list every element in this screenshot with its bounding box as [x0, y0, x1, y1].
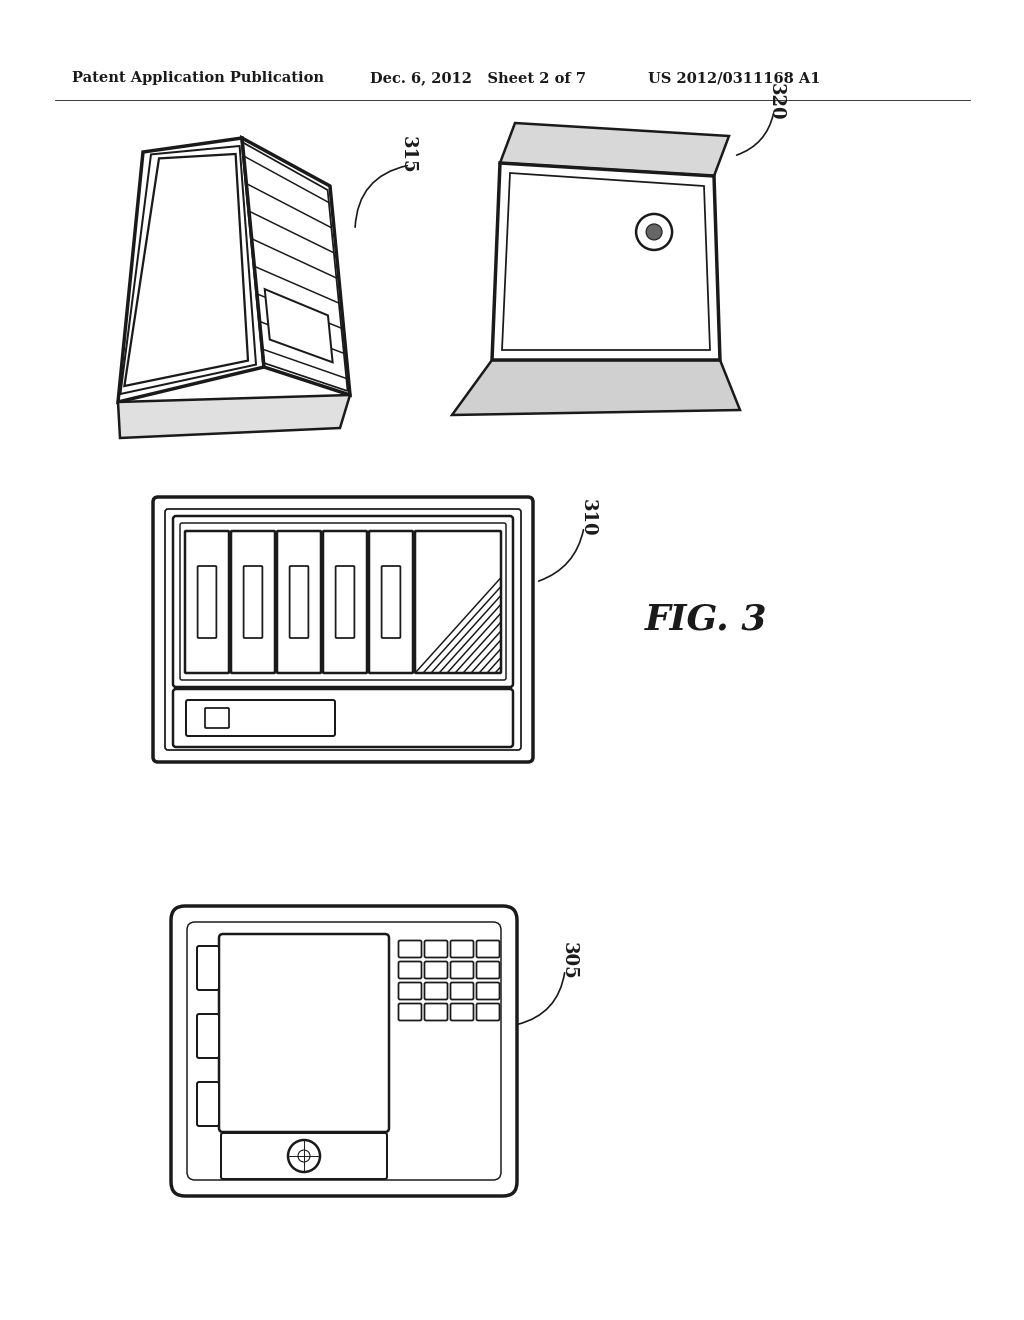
FancyBboxPatch shape — [205, 708, 229, 729]
FancyBboxPatch shape — [173, 689, 513, 747]
Text: 320: 320 — [767, 83, 785, 121]
FancyBboxPatch shape — [425, 940, 447, 957]
FancyBboxPatch shape — [451, 982, 473, 999]
FancyBboxPatch shape — [451, 961, 473, 978]
FancyBboxPatch shape — [171, 906, 517, 1196]
FancyBboxPatch shape — [476, 982, 500, 999]
Text: 305: 305 — [560, 942, 578, 979]
Polygon shape — [452, 360, 740, 414]
FancyBboxPatch shape — [219, 935, 389, 1133]
FancyBboxPatch shape — [231, 531, 275, 673]
Text: Patent Application Publication: Patent Application Publication — [72, 71, 324, 84]
FancyBboxPatch shape — [451, 940, 473, 957]
FancyBboxPatch shape — [398, 1003, 422, 1020]
Text: 315: 315 — [399, 136, 417, 174]
FancyBboxPatch shape — [198, 566, 216, 638]
Polygon shape — [118, 139, 264, 403]
Polygon shape — [492, 162, 720, 360]
FancyBboxPatch shape — [290, 566, 308, 638]
FancyBboxPatch shape — [382, 566, 400, 638]
FancyBboxPatch shape — [451, 1003, 473, 1020]
Circle shape — [298, 1150, 310, 1162]
Text: Dec. 6, 2012   Sheet 2 of 7: Dec. 6, 2012 Sheet 2 of 7 — [370, 71, 586, 84]
FancyBboxPatch shape — [197, 1014, 219, 1059]
FancyBboxPatch shape — [425, 961, 447, 978]
Text: 310: 310 — [579, 499, 597, 537]
FancyBboxPatch shape — [197, 946, 219, 990]
FancyBboxPatch shape — [476, 961, 500, 978]
FancyBboxPatch shape — [415, 531, 501, 673]
Polygon shape — [118, 395, 350, 438]
Polygon shape — [124, 154, 248, 385]
Polygon shape — [265, 289, 333, 362]
Polygon shape — [242, 139, 350, 395]
FancyBboxPatch shape — [323, 531, 367, 673]
FancyBboxPatch shape — [186, 700, 335, 737]
FancyBboxPatch shape — [398, 961, 422, 978]
FancyBboxPatch shape — [278, 531, 321, 673]
Text: US 2012/0311168 A1: US 2012/0311168 A1 — [648, 71, 820, 84]
FancyBboxPatch shape — [197, 1082, 219, 1126]
FancyBboxPatch shape — [369, 531, 413, 673]
FancyBboxPatch shape — [476, 940, 500, 957]
FancyBboxPatch shape — [173, 516, 513, 686]
FancyBboxPatch shape — [336, 566, 354, 638]
Polygon shape — [500, 123, 729, 176]
FancyBboxPatch shape — [398, 940, 422, 957]
FancyBboxPatch shape — [425, 982, 447, 999]
Text: FIG. 3: FIG. 3 — [645, 603, 768, 638]
FancyBboxPatch shape — [476, 1003, 500, 1020]
FancyBboxPatch shape — [398, 982, 422, 999]
FancyBboxPatch shape — [425, 1003, 447, 1020]
FancyBboxPatch shape — [244, 566, 262, 638]
FancyBboxPatch shape — [153, 498, 534, 762]
Circle shape — [646, 224, 663, 240]
FancyBboxPatch shape — [185, 531, 229, 673]
